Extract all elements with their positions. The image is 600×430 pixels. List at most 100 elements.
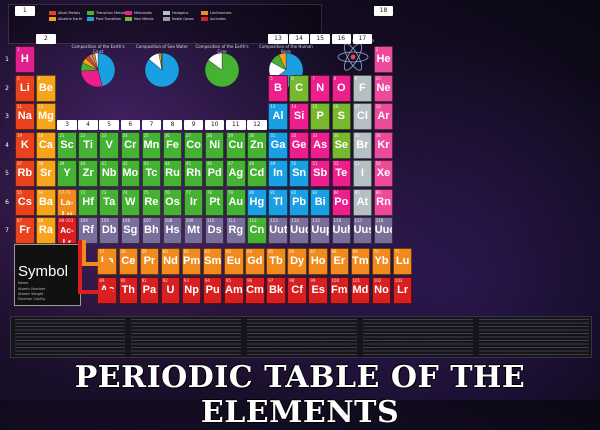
group-header-16: 16 — [331, 34, 352, 44]
legend-swatch — [163, 17, 170, 21]
element-symbol: Ti — [83, 138, 93, 151]
element-nd: 60 Nd — [160, 248, 181, 275]
atomic-number: 91 — [141, 278, 147, 283]
atomic-number: 1 — [17, 47, 20, 52]
element-symbol: Rb — [17, 167, 33, 179]
element-symbol: Te — [335, 167, 348, 179]
element-fe: 26 Fe — [162, 131, 183, 159]
pie-title: Composition of the Earth's Core — [195, 44, 249, 54]
element-symbol: Ac-Lr — [60, 225, 74, 244]
atomic-number: 58 — [120, 249, 126, 254]
legend-label: Halogens — [172, 11, 189, 15]
element-symbol: Hf — [82, 195, 94, 208]
atomic-number: 60 — [162, 249, 168, 254]
element-w: 74 W — [120, 188, 141, 216]
element-symbol: I — [360, 167, 364, 179]
element-symbol: Sc — [60, 138, 74, 151]
element-symbol: Ar — [377, 110, 390, 122]
element-symbol: Ne — [376, 81, 391, 94]
element-sn: 50 Sn — [289, 160, 309, 187]
atomic-number: 43 — [143, 161, 149, 166]
period-label-7: 7 — [5, 227, 9, 234]
element-ag: 47 Ag — [226, 160, 246, 187]
legend-label: Transition Metals — [96, 11, 126, 15]
atomic-number: 12 — [38, 104, 44, 109]
pie-chart — [204, 52, 240, 88]
element-symbol: Ho — [310, 255, 326, 267]
atomic-number: 70 — [373, 249, 379, 254]
element-u: 92 U — [160, 277, 181, 304]
atomic-number: 106 — [122, 218, 131, 223]
atomic-number: 117 — [354, 218, 363, 223]
element-ac-lr: 89-103 Ac-Lr — [57, 217, 77, 244]
atomic-number: 67 — [310, 249, 316, 254]
element-symbol: In — [273, 167, 283, 179]
element-br: 35 Br — [352, 131, 373, 159]
atomic-number: 6 — [291, 75, 294, 81]
element-symbol: Mn — [143, 138, 160, 151]
atomic-number: 116 — [333, 218, 342, 223]
legend-item: Noble Gases — [163, 17, 194, 21]
atomic-number: 55 — [17, 189, 23, 195]
element-tl: 81 Tl — [268, 188, 288, 216]
period-label-2: 2 — [5, 84, 9, 92]
element-tm: 69 Tm — [350, 248, 371, 275]
atomic-number: 36 — [375, 132, 381, 138]
atomic-number: 2 — [375, 47, 379, 52]
element-symbol: He — [376, 53, 391, 65]
element-fm: 100 Fm — [329, 277, 350, 304]
element-symbol: Sg — [123, 224, 138, 236]
atomic-number: 3 — [17, 75, 20, 81]
element-symbol: Ag — [228, 167, 244, 179]
atomic-number: 101 — [352, 278, 361, 283]
atomic-number: 108 — [164, 218, 173, 223]
element-kr: 36 Kr — [373, 131, 394, 159]
atomic-number: 64 — [247, 249, 253, 254]
group-header-4: 4 — [78, 119, 98, 130]
element-symbol: Po — [334, 195, 349, 208]
atomic-number: 37 — [17, 161, 23, 166]
atomic-number: 115 — [312, 218, 321, 223]
atomic-number: 22 — [80, 132, 86, 138]
element-symbol: Uut — [269, 224, 288, 236]
pie-slice — [160, 52, 163, 71]
element-in: 49 In — [268, 160, 288, 187]
element-symbol: Am — [225, 284, 243, 296]
legend-item: Alkaline Earth — [49, 17, 82, 21]
atomic-number: 41 — [101, 161, 107, 166]
element-sr: 38 Sr — [36, 160, 56, 187]
pie-title: Composition of Sea Water — [136, 44, 188, 49]
atomic-number: 118 — [375, 218, 384, 223]
element-symbol: Th — [121, 284, 136, 296]
element-symbol: Cl — [356, 110, 368, 122]
atomic-number: 16 — [333, 104, 339, 109]
legend-item: Halogens — [163, 11, 188, 15]
atomic-number: 48 — [249, 161, 255, 166]
element-uut: 113 Uut — [268, 217, 288, 244]
pie-title: Composition of the Earth's Crust — [71, 44, 125, 54]
group-header-9: 9 — [183, 119, 204, 130]
element-symbol: Os — [165, 195, 180, 208]
atomic-number: 93 — [183, 278, 189, 283]
element-lr: 103 Lr — [392, 277, 413, 304]
element-symbol: Ds — [207, 224, 222, 236]
element-po: 84 Po — [331, 188, 352, 216]
atomic-number: 4 — [38, 75, 41, 81]
element-p: 15 P — [310, 103, 330, 130]
legend-item: Actinides — [201, 17, 226, 21]
element-symbol: Eu — [226, 255, 241, 267]
element-se: 34 Se — [331, 131, 352, 159]
atomic-number: 65 — [268, 249, 274, 254]
element-symbol: Ta — [103, 195, 116, 208]
atomic-number: 15 — [312, 104, 318, 109]
element-symbol: S — [337, 110, 345, 122]
element-at: 85 At — [352, 188, 373, 216]
atomic-number: 75 — [143, 189, 149, 195]
atomic-number: 56 — [38, 189, 44, 195]
element-symbol: Ge — [291, 138, 307, 151]
atomic-number: 102 — [373, 278, 382, 283]
group-header-3: 3 — [57, 119, 77, 130]
